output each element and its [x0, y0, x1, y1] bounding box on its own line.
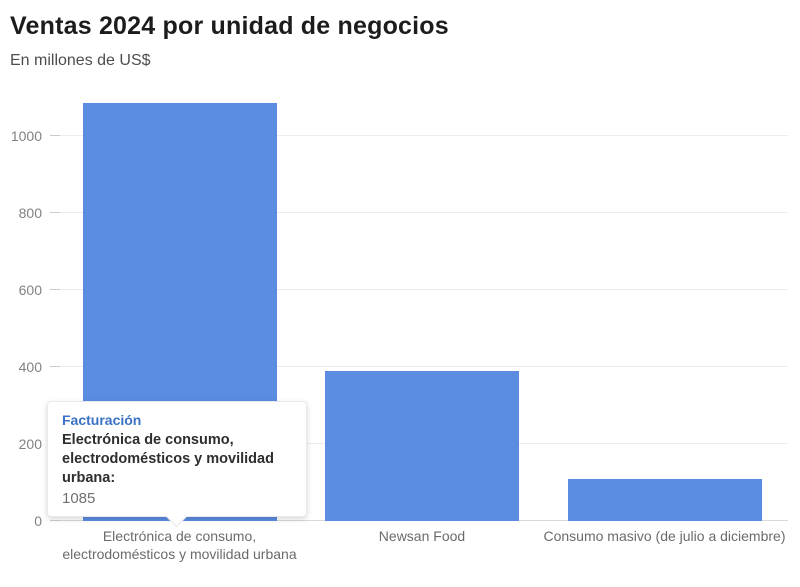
y-tick-label: 400 [18, 359, 42, 375]
y-tick-label: 600 [18, 282, 42, 298]
tooltip-series-label: Facturación [62, 412, 142, 428]
gridline-600 [50, 289, 788, 290]
tooltip: Facturación Electrónica de consumo, elec… [47, 401, 307, 528]
x-category-label: Electrónica de consumo, electrodoméstico… [62, 528, 297, 563]
tooltip-caret-icon [165, 506, 188, 528]
x-category-label: Newsan Food [378, 528, 466, 544]
y-tick-label: 1000 [10, 128, 42, 144]
gridline-400 [50, 366, 788, 367]
chart-title: Ventas 2024 por unidad de negocios [10, 12, 449, 40]
y-tick-label: 0 [34, 513, 42, 529]
x-axis: Electrónica de consumo, electrodoméstico… [50, 527, 792, 587]
y-tick-label: 800 [18, 205, 42, 221]
plot-area [50, 95, 792, 521]
chart-subtitle: En millones de US$ [10, 52, 151, 69]
gridline-1000 [50, 135, 788, 136]
tooltip-category-label: Electrónica de consumo, electrodoméstico… [62, 432, 274, 487]
tooltip-value: 1085 [62, 490, 96, 508]
y-axis: 0 200 400 600 800 1000 [2, 95, 46, 529]
gridline-800 [50, 212, 788, 213]
y-tick-label: 200 [18, 436, 42, 452]
x-category-label: Consumo masivo (de julio a diciembre) [543, 528, 786, 544]
bar-2[interactable] [325, 371, 519, 521]
bar-3[interactable] [567, 479, 762, 521]
